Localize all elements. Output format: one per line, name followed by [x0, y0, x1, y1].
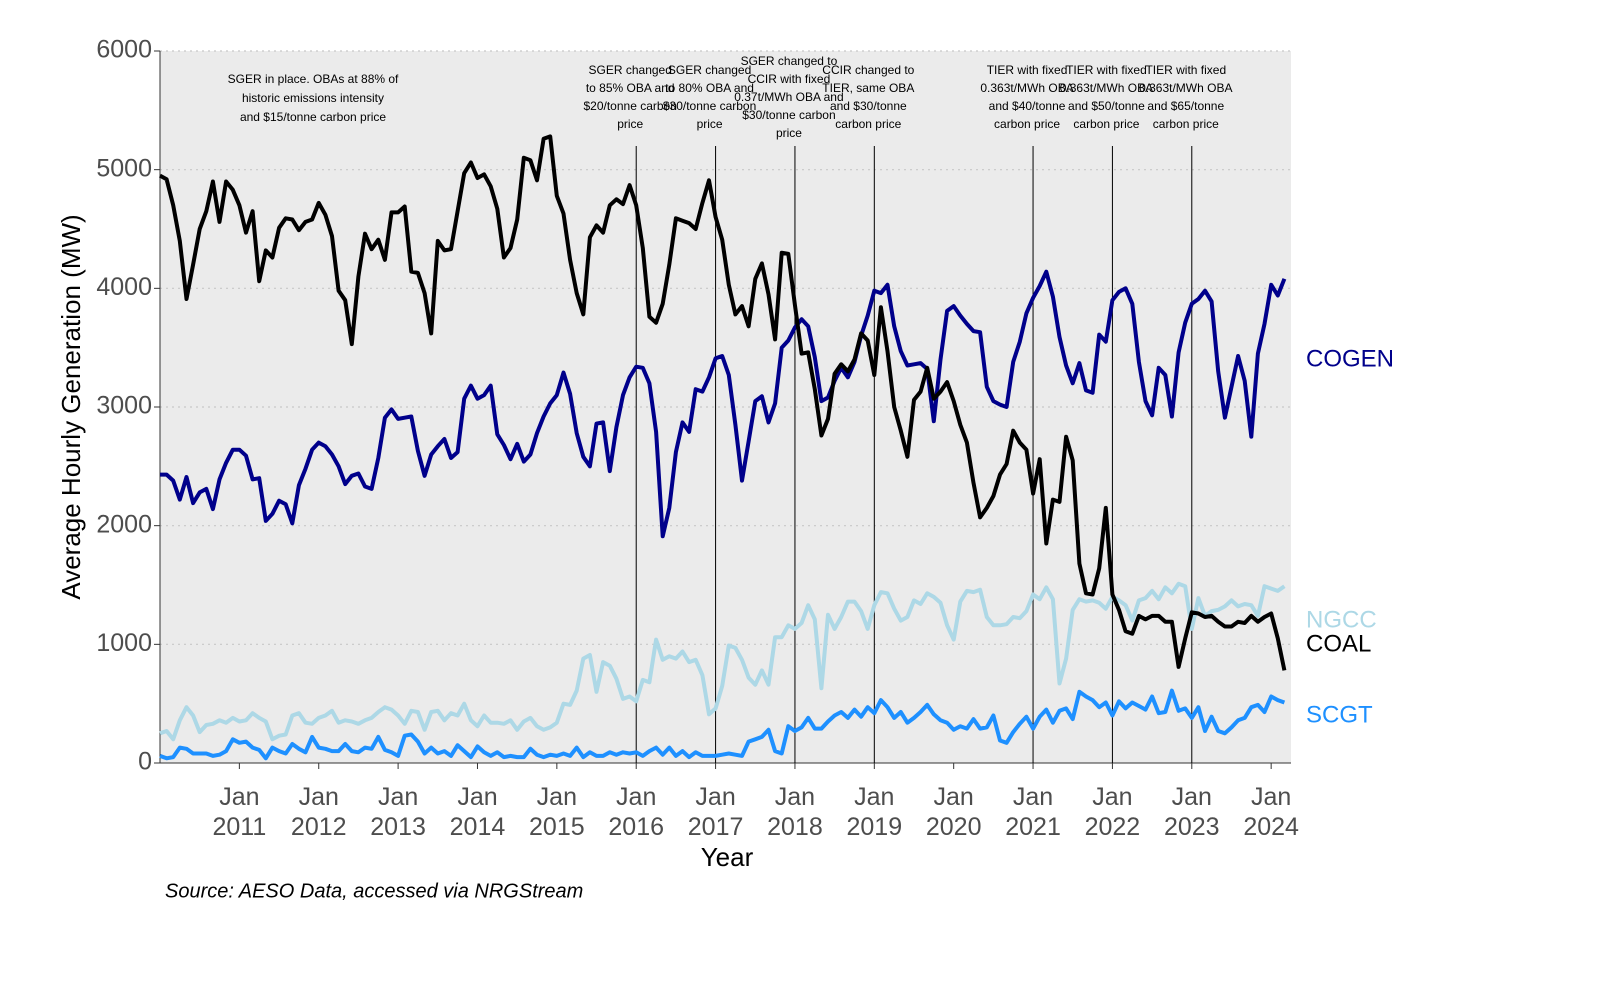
x-tick-label: Jan 2013	[370, 783, 426, 841]
x-tick-label: Jan 2015	[529, 783, 585, 841]
x-tick-label: Jan 2018	[767, 783, 823, 841]
x-tick-label: Jan 2011	[212, 783, 266, 841]
x-tick-label: Jan 2022	[1085, 783, 1141, 841]
annotation: 0.37t/MWh OBA and	[734, 90, 843, 104]
y-tick-label: 2000	[96, 510, 152, 538]
series-label: COGEN	[1306, 345, 1394, 372]
annotation: to 80% OBA and	[665, 81, 754, 95]
annotation: 0.363t/MWh OBA	[980, 81, 1073, 95]
annotation: SGER in place. OBAs at 88% of	[228, 72, 399, 86]
series-line	[159, 581, 1286, 742]
annotation: CCIR changed to	[822, 63, 914, 77]
annotation: price	[617, 117, 643, 131]
caption: Source: AESO Data, accessed via NRGStrea…	[165, 880, 583, 902]
annotation: and $30/tonne	[830, 99, 907, 113]
y-tick-label: 6000	[96, 36, 152, 64]
annotation: TIER with fixed	[987, 63, 1068, 77]
y-tick-label: 1000	[96, 629, 152, 657]
annotation: carbon price	[994, 117, 1060, 131]
series-label: NGCC	[1306, 606, 1377, 633]
series-line	[160, 269, 1287, 539]
y-tick-label: 3000	[96, 392, 152, 420]
annotation: TIER with fixed	[1145, 63, 1226, 77]
y-tick-label: 5000	[96, 154, 152, 182]
annotation: SGER changed	[589, 63, 672, 77]
annotation: price	[697, 117, 723, 131]
annotation: price	[776, 126, 802, 140]
series-label: SCGT	[1306, 701, 1373, 728]
annotation: and $65/tonne	[1147, 99, 1224, 113]
annotation: CCIR with fixed	[748, 72, 831, 86]
y-axis-title: Average Hourly Generation (MW)	[56, 214, 86, 599]
annotation: carbon price	[1153, 117, 1219, 131]
x-tick-label: Jan 2017	[688, 783, 744, 841]
x-tick-label: Jan 2012	[291, 783, 347, 841]
annotation: carbon price	[1073, 117, 1139, 131]
annotation: $30/tonne carbon	[742, 108, 835, 122]
series-label: COAL	[1306, 630, 1371, 657]
annotation: and $15/tonne carbon price	[240, 110, 386, 124]
y-tick-label: 0	[138, 748, 152, 776]
annotation: and $40/tonne	[989, 99, 1066, 113]
x-tick-label: Jan 2021	[1005, 783, 1061, 841]
annotation: and $50/tonne	[1068, 99, 1145, 113]
x-axis-title: Year	[701, 842, 754, 872]
annotation: TIER with fixed	[1066, 63, 1147, 77]
series-line	[159, 688, 1286, 761]
annotation: TIER, same OBA	[822, 81, 914, 95]
x-tick-label: Jan 2020	[926, 783, 982, 841]
annotation: 0.363t/MWh OBA	[1139, 81, 1232, 95]
x-tick-label: Jan 2019	[847, 783, 903, 841]
annotation: SGER changed to	[741, 54, 838, 68]
y-tick-label: 4000	[96, 273, 152, 301]
annotation: $30/tonne carbon	[663, 99, 756, 113]
annotation: $20/tonne carbon	[583, 99, 676, 113]
annotation: historic emissions intensity	[242, 91, 384, 105]
x-tick-label: Jan 2016	[608, 783, 664, 841]
annotation: to 85% OBA and	[586, 81, 675, 95]
x-tick-label: Jan 2024	[1243, 783, 1299, 841]
annotation: 0.363t/MWh OBA	[1060, 81, 1153, 95]
x-tick-label: Jan 2014	[450, 783, 506, 841]
x-tick-label: Jan 2023	[1164, 783, 1220, 841]
series-line	[159, 134, 1287, 671]
annotation: carbon price	[835, 117, 901, 131]
annotation: SGER changed	[668, 63, 751, 77]
